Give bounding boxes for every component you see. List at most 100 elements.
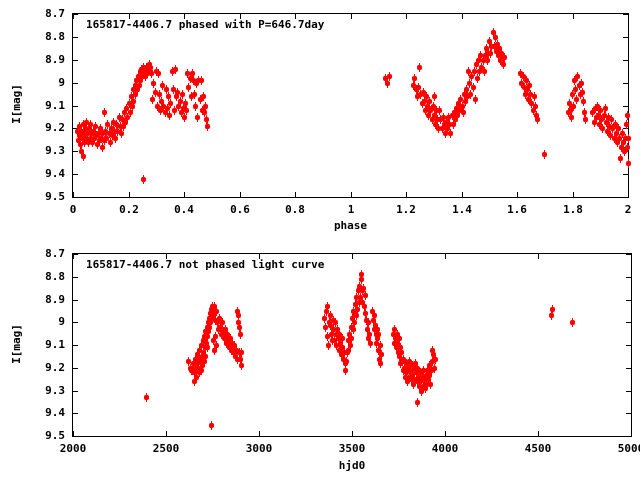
data-point (328, 321, 333, 330)
data-point (378, 359, 383, 368)
data-point (570, 90, 575, 99)
data-point (451, 120, 456, 129)
data-point (528, 90, 533, 99)
y-tick-label: 9.2 (45, 121, 65, 134)
data-point (368, 339, 373, 348)
data-point (351, 325, 356, 334)
data-point (92, 134, 97, 143)
data-point (113, 134, 118, 143)
data-point (363, 309, 368, 318)
data-point (373, 321, 378, 330)
data-point (359, 270, 364, 279)
data-point (378, 341, 383, 350)
data-point (533, 102, 538, 111)
data-point (325, 302, 330, 311)
data-point (228, 334, 233, 343)
data-point (81, 120, 86, 129)
x-tick-label: 0.8 (285, 203, 305, 216)
y-tick-mark (73, 436, 78, 437)
data-point (220, 318, 225, 327)
data-point (99, 134, 104, 143)
data-point (212, 346, 217, 355)
data-point (492, 42, 497, 51)
data-point (239, 348, 244, 357)
data-point (387, 72, 392, 81)
data-point (355, 305, 360, 314)
x-tick-mark (129, 192, 130, 197)
data-point (217, 314, 222, 323)
data-point (83, 134, 88, 143)
data-point (375, 325, 380, 334)
data-point (328, 311, 333, 320)
data-point (354, 293, 359, 302)
data-point (204, 115, 209, 124)
data-point (191, 76, 196, 85)
data-point (238, 330, 243, 339)
data-point (342, 348, 347, 357)
data-point (367, 330, 372, 339)
data-point (76, 136, 81, 145)
data-point (209, 421, 214, 430)
data-point (579, 79, 584, 88)
data-point (147, 60, 152, 69)
x-tick-mark (445, 431, 446, 436)
data-point (208, 318, 213, 327)
data-point (524, 76, 529, 85)
data-point (433, 355, 438, 364)
x-tick-label: 1.6 (507, 203, 527, 216)
y-tick-mark (73, 83, 78, 84)
data-point (236, 311, 241, 320)
data-point (196, 364, 201, 373)
data-point (88, 120, 93, 129)
y-tick-mark (73, 413, 78, 414)
data-point (418, 377, 423, 386)
data-point (211, 336, 216, 345)
data-point (155, 102, 160, 111)
y-tick-label: 8.8 (45, 270, 65, 283)
data-point (115, 127, 120, 136)
data-point (357, 298, 362, 307)
data-point (582, 108, 587, 117)
data-point (199, 341, 204, 350)
x-tick-mark (462, 14, 463, 19)
data-point (479, 63, 484, 72)
x-tick-label: 0.4 (174, 203, 194, 216)
x-tick-mark (628, 14, 629, 19)
data-point (170, 67, 175, 76)
data-point (332, 336, 337, 345)
data-point (347, 330, 352, 339)
data-point (458, 95, 463, 104)
y-tick-mark (73, 14, 78, 15)
data-point (613, 120, 618, 129)
data-point (201, 348, 206, 357)
data-point (329, 330, 334, 339)
x-tick-mark (406, 192, 407, 197)
y-tick-mark (73, 368, 78, 369)
data-point (475, 74, 480, 83)
data-point (502, 53, 507, 62)
data-point (448, 129, 453, 138)
x-tick-mark (259, 254, 260, 259)
data-point (441, 113, 446, 122)
data-point (465, 92, 470, 101)
data-point (374, 339, 379, 348)
y-tick-mark (73, 254, 78, 255)
y-tick-label: 9.3 (45, 384, 65, 397)
data-point (168, 99, 173, 108)
data-point (427, 361, 432, 370)
data-point (213, 332, 218, 341)
data-point (90, 138, 95, 147)
x-tick-mark (462, 192, 463, 197)
x-tick-mark (73, 14, 74, 19)
data-point (478, 51, 483, 60)
data-point (600, 124, 605, 133)
data-point (82, 138, 87, 147)
data-point (184, 106, 189, 115)
data-point (327, 318, 332, 327)
data-point (341, 355, 346, 364)
data-point (117, 113, 122, 122)
data-point (128, 108, 133, 117)
data-point (224, 339, 229, 348)
data-point (436, 124, 441, 133)
y-tick-label: 9 (58, 76, 65, 89)
